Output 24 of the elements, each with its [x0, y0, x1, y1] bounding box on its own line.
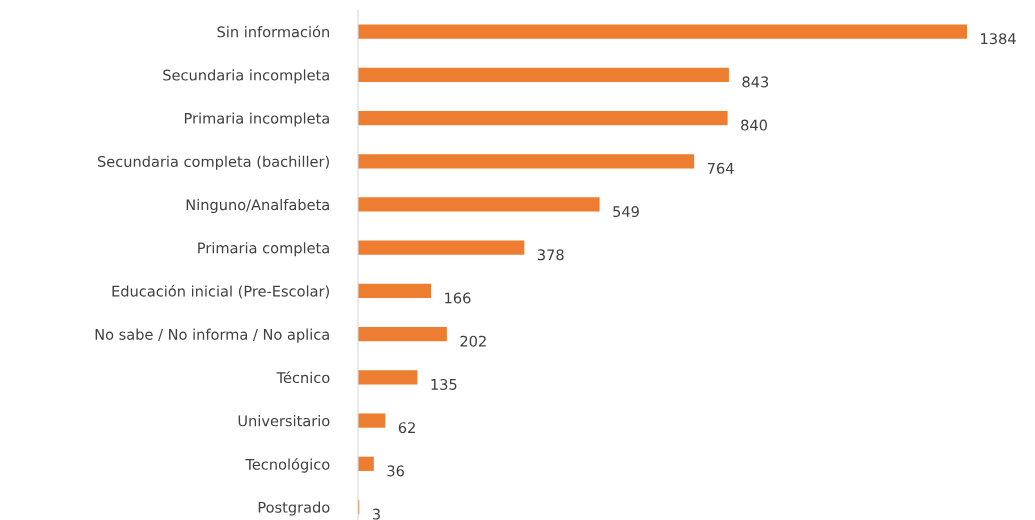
- data-label: 62: [398, 422, 415, 434]
- y-tick-label: Postgrado: [258, 501, 330, 516]
- y-tick-label: Educación inicial (Pre-Escolar): [112, 284, 329, 299]
- data-label: 549: [613, 206, 639, 218]
- data-label: 135: [431, 378, 457, 390]
- y-tick-label: Secundaria completa (bachiller): [97, 155, 329, 170]
- data-label: 202: [460, 335, 486, 347]
- y-tick-label: No sabe / No informa / No aplica: [95, 328, 329, 343]
- data-label: 840: [741, 119, 767, 131]
- y-tick-label: Primaria incompleta: [184, 112, 329, 127]
- y-tick-label: Sin información: [217, 25, 329, 38]
- data-label: 3: [372, 508, 380, 520]
- y-tick-label: Universitario: [238, 415, 330, 427]
- data-label: 36: [387, 465, 404, 477]
- data-label: 166: [445, 292, 471, 304]
- y-tick-label: Primaria completa: [198, 242, 329, 257]
- data-label: 378: [537, 249, 564, 261]
- y-tick-label: Tecnológico: [245, 457, 330, 473]
- data-label: 764: [707, 162, 734, 174]
- y-tick-label: Técnico: [276, 371, 330, 384]
- y-tick-label: Ninguno/Analfabeta: [186, 198, 329, 214]
- data-label: 1384: [981, 33, 1016, 45]
- data-label: 843: [742, 76, 769, 88]
- y-tick-label: Secundaria incompleta: [163, 69, 329, 84]
